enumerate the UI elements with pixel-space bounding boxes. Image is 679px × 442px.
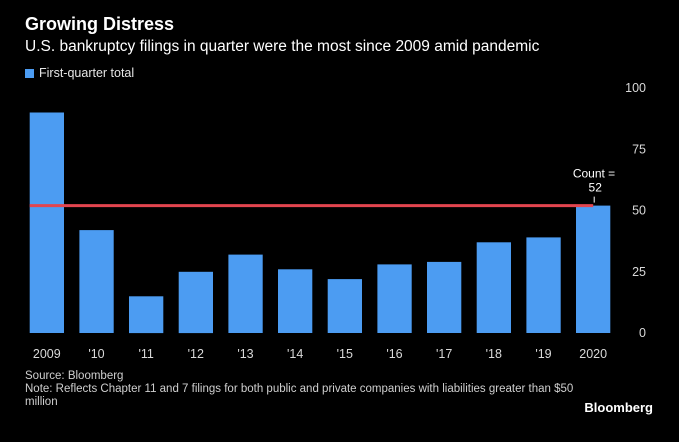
chart-title: Growing Distress: [25, 14, 175, 34]
bar-3: [178, 271, 213, 334]
x-tick-label: '10: [88, 347, 104, 361]
footer-notes: Source: Bloomberg Note: Reflects Chapter…: [25, 370, 585, 409]
bar-11: [576, 205, 611, 333]
bar-5: [278, 269, 313, 333]
bar-9: [476, 242, 511, 333]
chart-subtitle: U.S. bankruptcy filings in quarter were …: [25, 38, 540, 55]
legend: First-quarter total: [25, 66, 134, 80]
x-tick-label: '14: [287, 347, 303, 361]
bar-10: [526, 237, 561, 333]
note-text: Note: Reflects Chapter 11 and 7 filings …: [25, 383, 574, 408]
bloomberg-logo: Bloomberg: [584, 400, 653, 415]
y-tick-label: 50: [632, 204, 646, 218]
bar-8: [427, 261, 462, 333]
x-tick-label: '12: [188, 347, 204, 361]
bar-1: [79, 230, 114, 333]
legend-swatch: [25, 68, 34, 78]
x-tick-label: '13: [237, 347, 253, 361]
y-tick-label: 75: [632, 142, 646, 156]
x-tick-label: '15: [337, 347, 353, 361]
x-tick-label: '18: [486, 347, 502, 361]
bar-6: [327, 279, 362, 333]
y-tick-label: 25: [632, 265, 646, 279]
annotation-value: 52: [589, 181, 603, 195]
x-tick-label: '11: [139, 347, 154, 361]
legend-label: First-quarter total: [39, 66, 135, 80]
x-tick-label: '16: [386, 347, 402, 361]
y-tick-label: 0: [639, 326, 646, 340]
x-tick-label: '17: [436, 347, 452, 361]
source-text: Source: Bloomberg: [25, 370, 124, 382]
bar-4: [228, 254, 263, 333]
bar-0: [29, 112, 64, 333]
x-tick-label: 2020: [579, 347, 607, 361]
x-tick-label: 2009: [33, 347, 61, 361]
bar-7: [377, 264, 412, 333]
y-tick-label: 100: [625, 81, 646, 95]
x-tick-label: '19: [535, 347, 551, 361]
bar-2: [129, 296, 164, 334]
annotation-label: Count =: [573, 167, 615, 181]
